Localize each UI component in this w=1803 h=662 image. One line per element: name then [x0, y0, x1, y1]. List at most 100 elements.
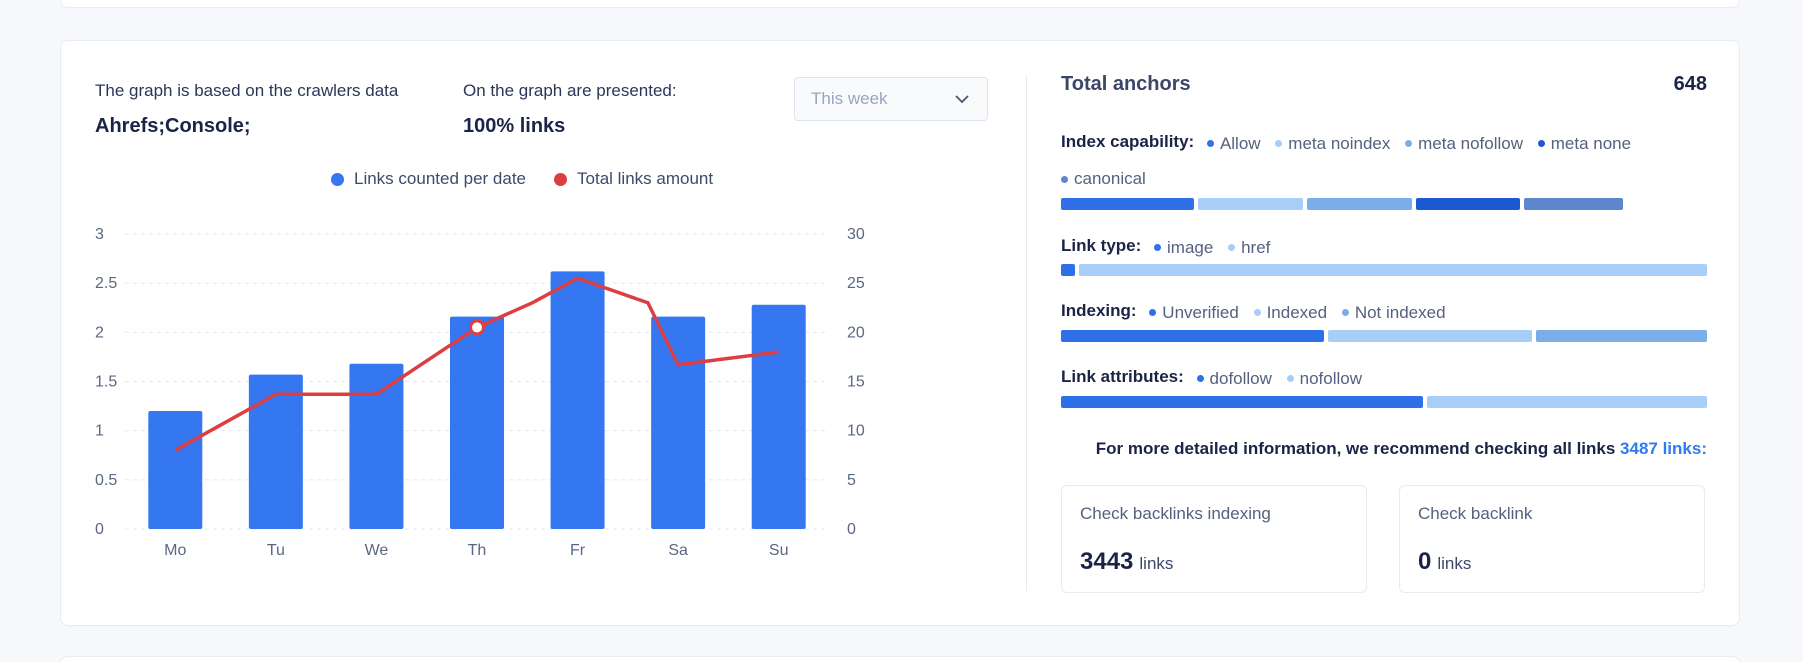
- bar-nofollow[interactable]: [1427, 396, 1707, 408]
- crawlers-info: The graph is based on the crawlers data …: [95, 81, 398, 138]
- chip-meta-nofollow: meta nofollow: [1405, 127, 1523, 161]
- legend-bars[interactable]: Links counted per date: [331, 169, 526, 189]
- chip-image-label: image: [1167, 237, 1214, 257]
- chip-dofollow-dot: [1196, 375, 1204, 382]
- chip-meta-nofollow-dot: [1405, 140, 1413, 147]
- bar-not-indexed[interactable]: [1536, 330, 1707, 342]
- right-tick-label: 0: [847, 521, 856, 538]
- box2-unit: links: [1437, 554, 1472, 573]
- card-bottom-edge: [60, 656, 1740, 662]
- bar-image[interactable]: [1061, 264, 1075, 276]
- presented-value: 100% links: [463, 115, 566, 137]
- bar-sa: [651, 316, 706, 529]
- chip-nofollow-dot: [1286, 375, 1294, 382]
- chip-unverified-label: Unverified: [1162, 302, 1239, 322]
- bar-meta-nofollow[interactable]: [1307, 198, 1412, 210]
- index-capability-label: Index capability:: [1061, 132, 1195, 151]
- right-tick-label: 15: [847, 374, 865, 391]
- panel-divider: [1026, 75, 1027, 591]
- chip-canonical: canonical: [1061, 162, 1146, 196]
- legend-line-label: Total links amount: [577, 169, 714, 188]
- chip-not-indexed-label: Not indexed: [1354, 302, 1446, 322]
- bar-dofollow[interactable]: [1061, 396, 1423, 408]
- all-links-link[interactable]: 3487 links:: [1620, 439, 1707, 458]
- chip-allow-label: Allow: [1219, 133, 1261, 153]
- bar-th: [450, 316, 504, 529]
- total-links-line: [174, 276, 779, 452]
- legend-bars-dot: [331, 172, 344, 186]
- link-type-bar: [1061, 264, 1707, 276]
- chip-unverified-dot: [1149, 309, 1157, 316]
- check-backlink-count: 0 links: [1418, 548, 1686, 576]
- bar-mo: [148, 411, 203, 529]
- bar-meta-noindex[interactable]: [1198, 198, 1303, 210]
- index-capability-legend: Index capability: Allow meta noindex met…: [1061, 125, 1707, 196]
- bar-indexed[interactable]: [1328, 330, 1532, 342]
- total-anchors-value: 648: [1673, 73, 1707, 95]
- chip-allow-dot: [1206, 140, 1214, 147]
- chip-meta-noindex: meta noindex: [1275, 127, 1390, 161]
- chip-meta-nofollow-label: meta nofollow: [1418, 133, 1523, 153]
- chip-not-indexed-dot: [1341, 309, 1349, 316]
- link-type-legend: Link type: image href: [1061, 229, 1707, 265]
- bar-unverified[interactable]: [1061, 330, 1324, 342]
- chip-indexed: Indexed: [1253, 296, 1327, 330]
- chart-legend: Links counted per date Total links amoun…: [331, 169, 713, 189]
- bar-allow[interactable]: [1061, 198, 1194, 210]
- link-attributes-label: Link attributes:: [1061, 367, 1184, 386]
- indexing-label: Indexing:: [1061, 301, 1137, 320]
- chip-nofollow: nofollow: [1286, 362, 1363, 396]
- recommend-text: For more detailed information, we recomm…: [1061, 439, 1707, 459]
- bar-fr: [550, 271, 605, 529]
- left-tick-label: 2.5: [95, 275, 117, 292]
- right-tick-label: 30: [847, 226, 865, 243]
- left-tick-label: 3: [95, 226, 104, 243]
- chip-nofollow-label: nofollow: [1299, 368, 1363, 388]
- bar-meta-none[interactable]: [1416, 198, 1520, 210]
- chip-href: href: [1228, 231, 1270, 265]
- chip-image-dot: [1154, 244, 1162, 251]
- indexing-row: Indexing: Unverified Indexed Not indexed: [1061, 294, 1707, 330]
- box2-value: 0: [1418, 548, 1432, 575]
- legend-line[interactable]: Total links amount: [554, 169, 713, 189]
- check-backlinks-indexing-card[interactable]: Check backlinks indexing 3443 links: [1061, 485, 1367, 593]
- period-select[interactable]: This week: [794, 77, 988, 121]
- bar-tu: [248, 374, 303, 529]
- indexing-legend: Indexing: Unverified Indexed Not indexed: [1061, 294, 1707, 330]
- legend-line-dot: [554, 172, 568, 186]
- chip-meta-noindex-label: meta noindex: [1288, 133, 1391, 153]
- total-anchors: Total anchors 648: [1061, 73, 1707, 96]
- box1-unit: links: [1139, 554, 1174, 573]
- chip-href-dot: [1228, 244, 1236, 251]
- chip-not-indexed: Not indexed: [1341, 296, 1446, 330]
- chip-dofollow: dofollow: [1196, 362, 1272, 396]
- bar-su: [751, 304, 806, 529]
- left-tick-label: 0: [95, 521, 104, 538]
- chip-meta-none-dot: [1537, 140, 1545, 147]
- chip-meta-noindex-dot: [1275, 140, 1283, 147]
- box1-value: 3443: [1080, 548, 1134, 575]
- chip-canonical-dot: [1061, 175, 1068, 183]
- period-select-value: This week: [811, 89, 888, 108]
- index-capability-bar: [1061, 198, 1707, 210]
- x-tick-label: We: [365, 542, 389, 559]
- right-tick-label: 10: [847, 423, 865, 440]
- presented-label: On the graph are presented:: [463, 81, 677, 100]
- chip-unverified: Unverified: [1149, 296, 1239, 330]
- bar-we: [349, 363, 404, 529]
- legend-bars-label: Links counted per date: [354, 169, 527, 188]
- left-tick-label: 0.5: [95, 472, 117, 489]
- chip-href-label: href: [1241, 237, 1271, 257]
- x-tick-label: Tu: [267, 542, 285, 559]
- check-backlink-card[interactable]: Check backlink 0 links: [1399, 485, 1705, 593]
- chip-meta-none: meta none: [1537, 127, 1631, 161]
- graph-panel: The graph is based on the crawlers data …: [61, 41, 1026, 625]
- x-tick-label: Mo: [164, 542, 186, 559]
- link-type-label: Link type:: [1061, 236, 1142, 255]
- check-backlinks-indexing-title: Check backlinks indexing: [1080, 504, 1271, 523]
- bar-href[interactable]: [1079, 264, 1707, 276]
- link-attributes-row: Link attributes: dofollow nofollow: [1061, 360, 1707, 396]
- line-point-th: [469, 319, 485, 336]
- bar-canonical[interactable]: [1524, 198, 1623, 210]
